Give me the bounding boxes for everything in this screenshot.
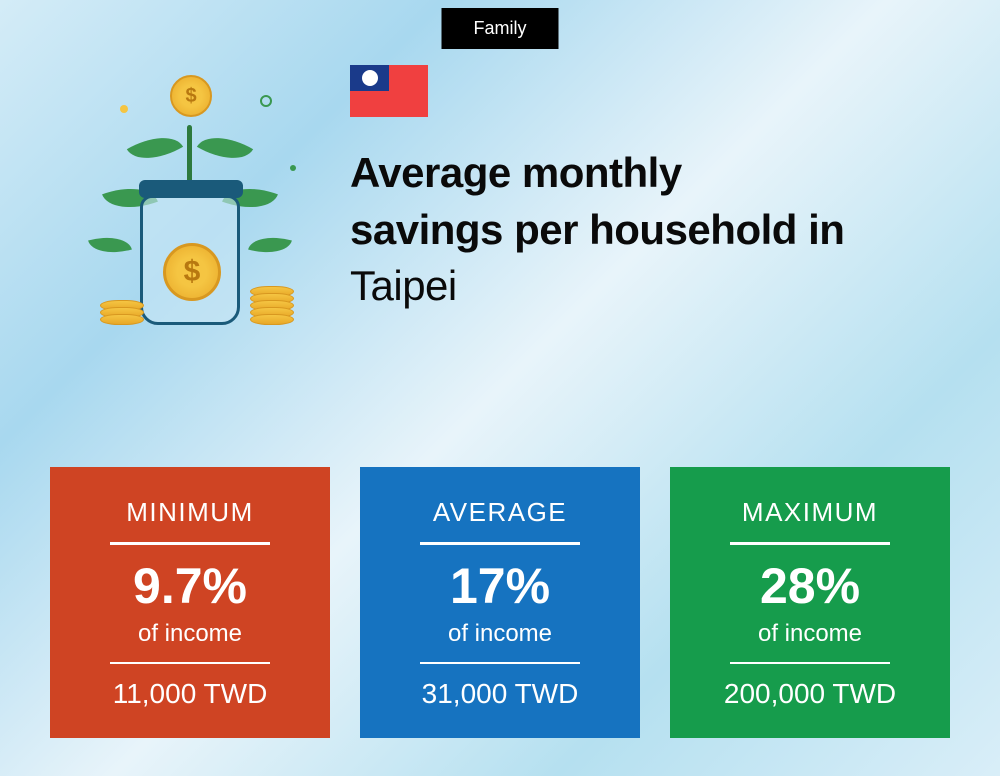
card-subtext: of income bbox=[70, 620, 310, 648]
savings-jar-icon: $ bbox=[140, 195, 240, 325]
stat-card-average: AVERAGE 17% of income 31,000 TWD bbox=[360, 467, 640, 738]
card-subtext: of income bbox=[380, 620, 620, 648]
flag-sun-icon bbox=[362, 70, 378, 86]
savings-illustration: $ $ bbox=[60, 65, 320, 345]
plant-top-coin-icon: $ bbox=[170, 75, 212, 117]
title-block: Average monthly savings per household in… bbox=[350, 65, 960, 315]
leaf-icon bbox=[127, 124, 183, 172]
jar-coin-icon: $ bbox=[163, 243, 221, 301]
leaf-icon bbox=[88, 230, 132, 260]
leaf-icon bbox=[248, 230, 292, 260]
card-divider bbox=[730, 542, 890, 545]
category-badge: Family bbox=[442, 8, 559, 49]
card-divider bbox=[420, 542, 580, 545]
stat-card-minimum: MINIMUM 9.7% of income 11,000 TWD bbox=[50, 467, 330, 738]
card-percent: 17% bbox=[380, 559, 620, 614]
title-city: Taipei bbox=[350, 262, 457, 309]
leaf-icon bbox=[197, 124, 253, 172]
coin-stack-icon bbox=[250, 290, 294, 325]
title-line1: Average monthly bbox=[350, 149, 682, 196]
card-amount: 31,000 TWD bbox=[380, 678, 620, 710]
flag-canton bbox=[350, 65, 389, 91]
card-amount: 200,000 TWD bbox=[690, 678, 930, 710]
card-percent: 28% bbox=[690, 559, 930, 614]
taiwan-flag-icon bbox=[350, 65, 428, 117]
coin-stack-icon bbox=[100, 304, 144, 325]
header-section: $ $ Average monthly savings per househol… bbox=[60, 65, 960, 345]
card-divider bbox=[110, 542, 270, 545]
card-divider bbox=[110, 662, 270, 665]
badge-label: Family bbox=[474, 18, 527, 38]
card-percent: 9.7% bbox=[70, 559, 310, 614]
card-label: AVERAGE bbox=[380, 497, 620, 528]
jar-lid bbox=[139, 180, 243, 198]
card-subtext: of income bbox=[690, 620, 930, 648]
card-label: MINIMUM bbox=[70, 497, 310, 528]
decor-circle bbox=[260, 95, 272, 107]
card-divider bbox=[420, 662, 580, 665]
decor-dot bbox=[290, 165, 296, 171]
stat-card-maximum: MAXIMUM 28% of income 200,000 TWD bbox=[670, 467, 950, 738]
card-amount: 11,000 TWD bbox=[70, 678, 310, 710]
card-divider bbox=[730, 662, 890, 665]
page-title: Average monthly savings per household in… bbox=[350, 145, 960, 315]
card-label: MAXIMUM bbox=[690, 497, 930, 528]
decor-dot bbox=[120, 105, 128, 113]
title-line2: savings per household in bbox=[350, 206, 844, 253]
stat-cards-row: MINIMUM 9.7% of income 11,000 TWD AVERAG… bbox=[50, 467, 950, 738]
